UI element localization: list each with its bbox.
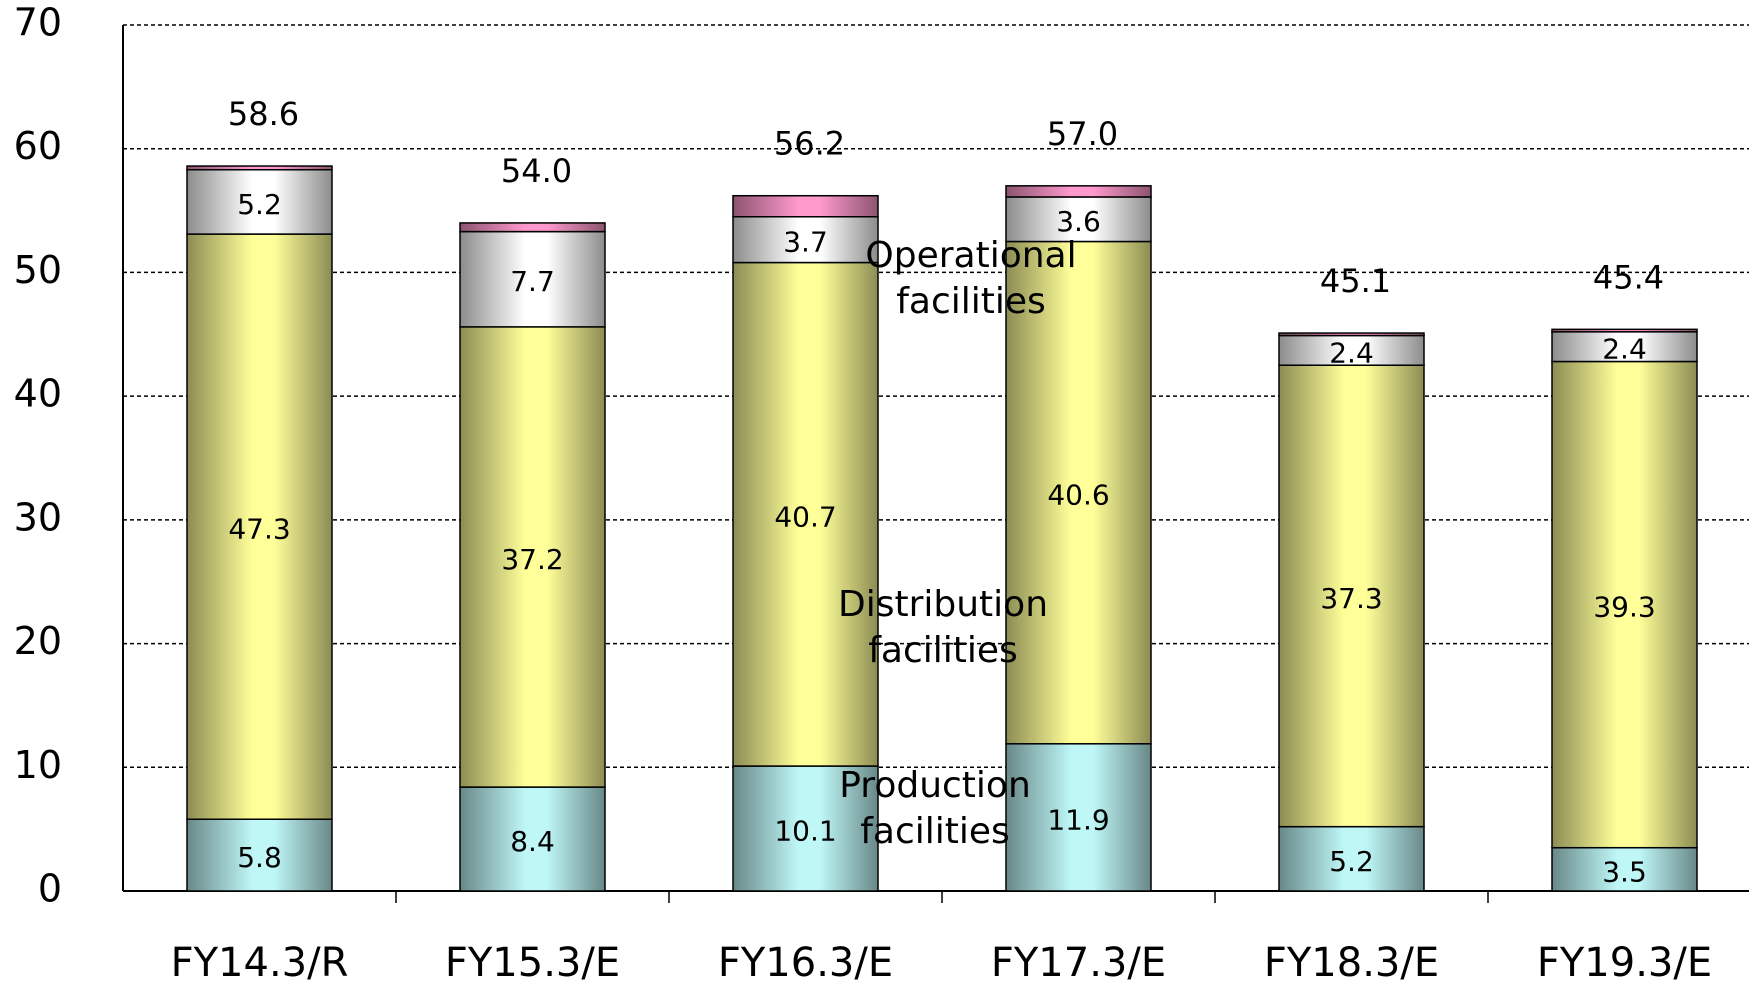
y-tick-label: 40	[14, 372, 62, 416]
segment-label: 8.4	[510, 825, 555, 858]
segment-label: 2.4	[1602, 333, 1647, 366]
bar-segment	[459, 230, 606, 328]
y-tick-label: 60	[14, 124, 62, 168]
segment-label: 47.3	[228, 513, 290, 546]
segment-label: 3.5	[1602, 855, 1647, 888]
x-tick-label: FY14.3/R	[171, 940, 349, 985]
series-annotation: Distribution facilities	[837, 584, 1049, 671]
x-tick-label: FY15.3/E	[445, 940, 620, 985]
bar-segment	[1005, 196, 1152, 243]
series-annotation: Operational facilities	[865, 235, 1077, 322]
segment-label: 5.8	[237, 841, 282, 874]
series-annotation: Production facilities	[839, 765, 1031, 852]
total-label: 45.1	[1320, 262, 1391, 300]
bar-segment	[186, 165, 333, 171]
bar-segment	[1551, 331, 1698, 363]
y-tick-label: 50	[14, 248, 62, 292]
x-tick-label: FY19.3/E	[1537, 940, 1712, 985]
bar-segment	[1278, 334, 1425, 366]
x-tick-label: FY18.3/E	[1264, 940, 1439, 985]
total-label: 54.0	[501, 152, 572, 190]
bar-segment	[1005, 240, 1152, 745]
bar-segment	[186, 168, 333, 235]
segment-label: 3.6	[1056, 205, 1101, 238]
total-label: 56.2	[774, 125, 845, 163]
segment-label: 5.2	[237, 188, 282, 221]
total-label: 58.6	[228, 95, 299, 133]
bar-segment	[1278, 332, 1425, 337]
bar-segment	[1005, 185, 1152, 198]
bar-segment	[1551, 328, 1698, 333]
total-label: 45.4	[1593, 258, 1664, 296]
bar-segment	[459, 222, 606, 233]
x-tick-label: FY17.3/E	[991, 940, 1166, 985]
segment-label: 7.7	[510, 265, 555, 298]
y-tick-label: 20	[14, 619, 62, 663]
bar-segment	[732, 765, 879, 892]
bar-segment	[459, 326, 606, 788]
segment-label: 37.3	[1320, 582, 1382, 615]
segment-label: 11.9	[1047, 803, 1109, 836]
segment-label: 2.4	[1329, 336, 1374, 369]
segment-label: 39.3	[1593, 591, 1655, 624]
segment-label: 5.2	[1329, 845, 1374, 878]
y-tick-label: 0	[38, 867, 62, 911]
bar-segment	[1551, 846, 1698, 892]
segment-label: 3.7	[783, 226, 828, 259]
bar-segment	[1005, 743, 1152, 892]
total-label: 57.0	[1047, 115, 1118, 153]
bar-segment	[1278, 364, 1425, 828]
y-tick-label: 10	[14, 743, 62, 787]
segment-label: 40.7	[774, 500, 836, 533]
segment-label: 37.2	[501, 543, 563, 576]
segment-label: 40.6	[1047, 479, 1109, 512]
bar-segment	[732, 261, 879, 767]
x-tick-label: FY16.3/E	[718, 940, 893, 985]
segment-label: 10.1	[774, 815, 836, 848]
bar-segment	[732, 194, 879, 218]
y-tick-label: 30	[14, 495, 62, 539]
y-tick-label: 70	[14, 1, 62, 45]
bar-segment	[186, 818, 333, 892]
